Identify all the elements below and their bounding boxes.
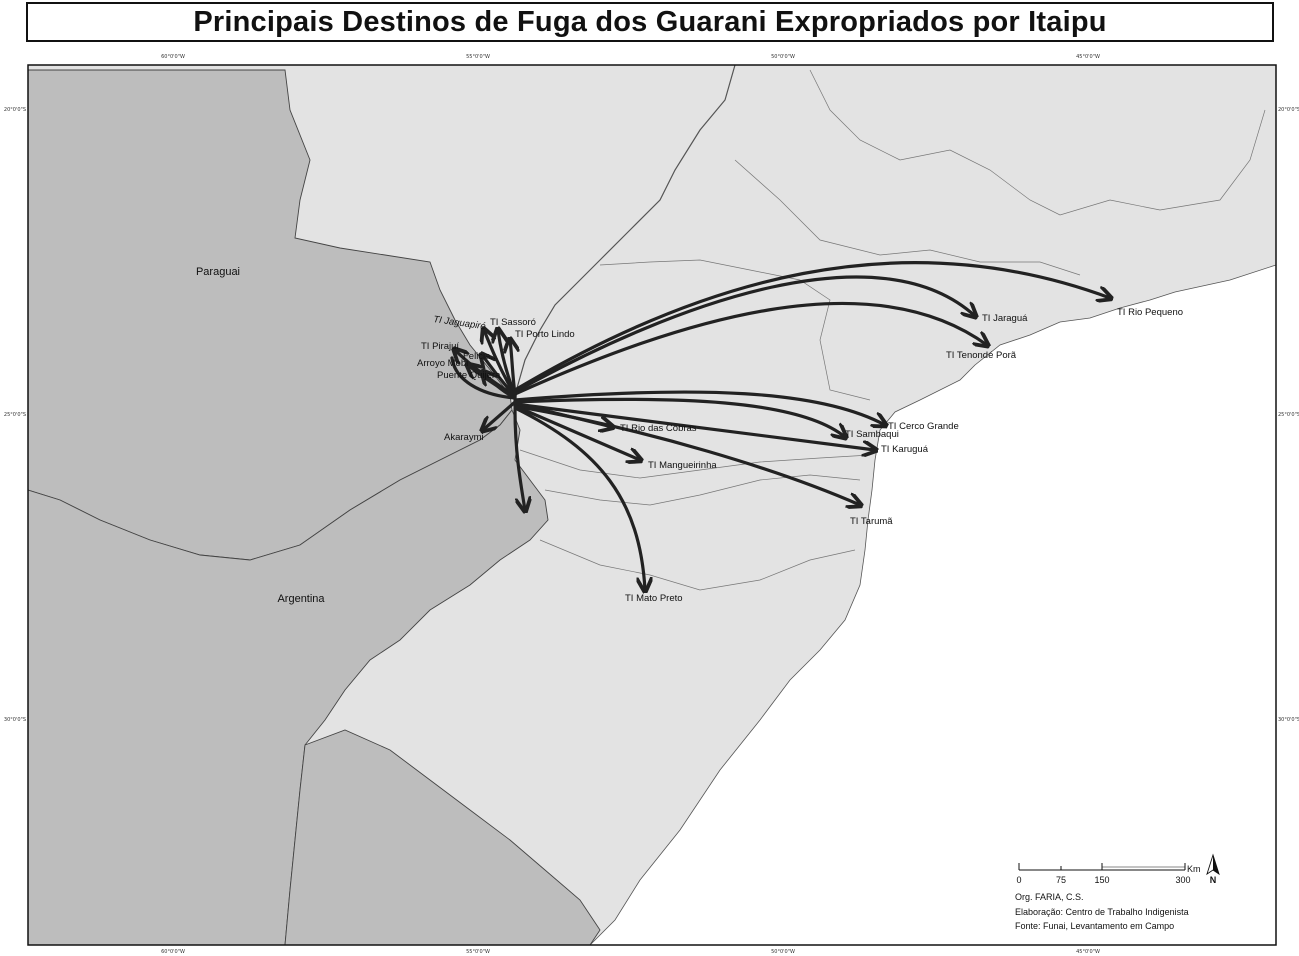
title-box: Principais Destinos de Fuga dos Guarani … — [26, 2, 1274, 42]
label-sassoro: TI Sassoró — [490, 317, 536, 328]
label-mangueirinha: TI Mangueirinha — [648, 460, 717, 471]
label-jaragua: TI Jaraguá — [982, 313, 1028, 324]
arrow-akaraymi — [483, 400, 517, 430]
arrow-loop-paraguay — [450, 356, 517, 400]
state-border-5 — [809, 69, 1266, 216]
graticule-top-4: 45°0'0"W — [1076, 54, 1100, 60]
graticule-left-3: 30°0'0"S — [4, 717, 26, 723]
arrow-sambaqui — [513, 397, 845, 437]
scale-tick-150: 150 — [1094, 875, 1109, 885]
graticule-bottom-1: 60°0'0"W — [161, 949, 185, 955]
graticule-bottom-4: 45°0'0"W — [1076, 949, 1100, 955]
graticule-top-2: 55°0'0"W — [466, 54, 490, 60]
scale-tick-300: 300 — [1175, 875, 1190, 885]
credit-org: Org. FARIA, C.S. — [1015, 892, 1084, 902]
label-taruma: TI Tarumã — [850, 516, 893, 527]
state-border-6 — [734, 159, 1081, 276]
graticule-right-1: 20°0'0"S — [1278, 107, 1299, 113]
label-rio-pequeno: TI Rio Pequeno — [1117, 307, 1183, 318]
land-and-sea — [28, 65, 1276, 945]
label-arroyo-mobi: Arroyo Mobi — [417, 358, 468, 369]
north-label: N — [1210, 875, 1217, 885]
label-rio-das-cobras: TI Rio das Cobras — [620, 423, 697, 434]
arrow-puente-quijera — [483, 372, 517, 400]
arrow-tenonde-pora — [513, 301, 987, 396]
label-paraguai: Paraguai — [196, 266, 240, 278]
arrow-rio-pequeno — [513, 261, 1110, 392]
label-akaraymi: Akaraymi — [444, 432, 484, 443]
scale-unit: Km — [1187, 864, 1201, 874]
map-title: Principais Destinos de Fuga dos Guarani … — [193, 5, 1107, 38]
graticule-bottom-2: 55°0'0"W — [466, 949, 490, 955]
graticule-top-1: 60°0'0"W — [161, 54, 185, 60]
graticule: 60°0'0"W 55°0'0"W 50°0'0"W 45°0'0"W 60°0… — [4, 54, 1299, 955]
arrow-rio-das-cobras — [513, 401, 612, 427]
label-mato-preto: TI Mato Preto — [625, 593, 683, 604]
credit-fonte: Fonte: Funai, Levantamento em Campo — [1015, 921, 1174, 931]
label-sambaqui: TI Sambaqui — [845, 429, 899, 440]
label-cerco-grande: TI Cerco Grande — [888, 421, 959, 432]
arrow-cerco-grande — [513, 390, 885, 425]
state-border-2 — [544, 474, 861, 506]
graticule-left-2: 25°0'0"S — [4, 412, 26, 418]
arrow-south-argentina — [513, 408, 525, 510]
scale-bar: 0 75 150 300 Km — [1016, 863, 1201, 885]
label-tenonde-pora: TI Tenondé Porã — [946, 350, 1017, 361]
scale-tick-0: 0 — [1016, 875, 1021, 885]
scale-tick-75: 75 — [1056, 875, 1066, 885]
state-border-4 — [539, 539, 856, 591]
label-pirajui: TI Pirajuí — [421, 341, 459, 352]
arrow-jaragua — [513, 275, 975, 394]
credits: Org. FARIA, C.S. Elaboração: Centro de T… — [1015, 892, 1189, 931]
graticule-top-3: 50°0'0"W — [771, 54, 795, 60]
uruguay-land — [284, 729, 601, 945]
graticule-right-2: 25°0'0"S — [1278, 412, 1299, 418]
arrow-porto-lindo — [510, 340, 515, 397]
label-porto-lindo: TI Porto Lindo — [515, 329, 575, 340]
arrow-karugua — [513, 402, 875, 450]
arrow-mangueirinha — [513, 404, 640, 460]
arrow-mato-preto — [513, 406, 645, 590]
label-karugua: TI Karuguá — [881, 444, 929, 455]
label-argentina: Argentina — [277, 593, 325, 605]
graticule-bottom-3: 50°0'0"W — [771, 949, 795, 955]
graticule-right-3: 30°0'0"S — [1278, 717, 1299, 723]
arrow-sassoro — [498, 330, 517, 397]
state-border-3 — [519, 449, 871, 479]
state-border-1 — [599, 259, 871, 401]
graticule-left-1: 20°0'0"S — [4, 107, 26, 113]
credit-elaboracao: Elaboração: Centro de Trabalho Indigenis… — [1015, 907, 1189, 917]
map-frame — [27, 64, 1277, 946]
north-arrow-icon: N — [1206, 853, 1220, 885]
label-puente-quijera: Puente Quijera — [437, 370, 501, 381]
place-labels: Paraguai Argentina TI Jaguapiré TI Sasso… — [196, 266, 1183, 605]
migration-arrows — [450, 261, 1110, 590]
parana-river — [514, 65, 736, 396]
label-feliciano: Felicia... — [463, 351, 498, 362]
